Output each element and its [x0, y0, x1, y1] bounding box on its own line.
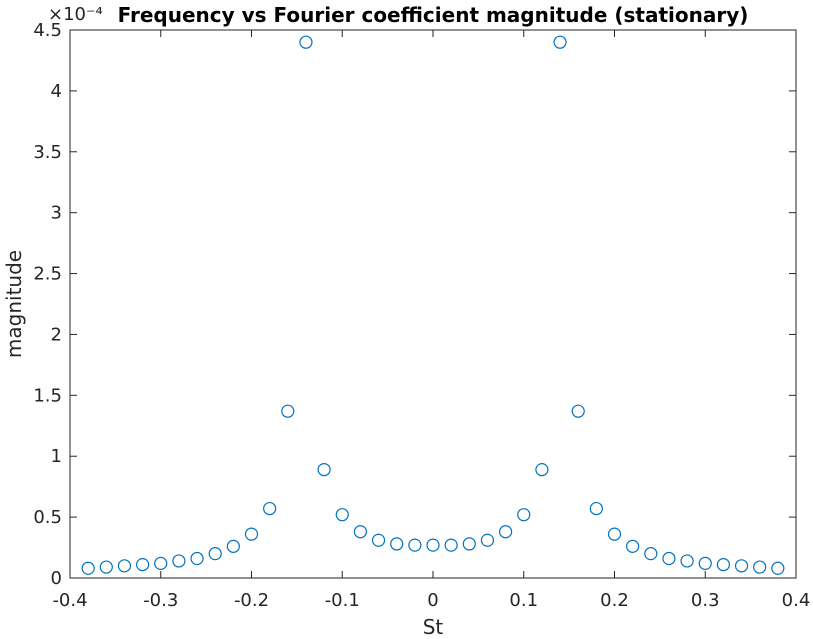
y-tick-label: 1	[51, 446, 62, 467]
x-tick-label: 0.1	[509, 590, 538, 611]
y-tick-label: 2	[51, 324, 62, 345]
data-point	[716, 558, 731, 572]
data-point	[753, 560, 767, 574]
x-tick-label: -0.2	[234, 590, 269, 611]
data-point	[662, 551, 676, 566]
y-axis: 0 0.5 1 1.5 2 2.5 3 3.5 4 4.5	[33, 20, 796, 589]
data-point	[626, 539, 640, 553]
data-point	[499, 525, 513, 539]
y-axis-label: magnitude	[2, 250, 26, 358]
data-point	[444, 538, 458, 552]
data-point	[226, 539, 240, 553]
data-point	[244, 527, 259, 541]
data-point	[190, 551, 204, 566]
data-point	[371, 533, 386, 547]
y-exponent-label: ×10⁻⁴	[48, 4, 103, 25]
data-point	[426, 538, 440, 552]
x-tick-label: 0.2	[600, 590, 629, 611]
data-point	[136, 558, 150, 572]
data-point	[335, 508, 349, 522]
y-tick-label: 4.5	[33, 20, 62, 41]
x-tick-label: 0.4	[782, 590, 811, 611]
x-tick-label: 0	[427, 590, 438, 611]
data-point	[317, 463, 331, 477]
x-axis: -0.4 -0.3 -0.2 -0.1 0 0.1 0.2 0.3 0.4	[52, 30, 810, 611]
y-tick-label: 3	[51, 203, 62, 224]
data-point	[408, 538, 422, 552]
data-point	[517, 508, 531, 522]
x-tick-label: -0.3	[143, 590, 178, 611]
data-point	[535, 463, 549, 477]
data-points	[81, 35, 785, 575]
data-point	[172, 554, 186, 568]
data-point	[480, 533, 495, 547]
data-point	[607, 527, 622, 541]
data-point	[263, 501, 277, 516]
x-tick-label: -0.4	[52, 590, 87, 611]
x-tick-label: -0.1	[325, 590, 360, 611]
data-point	[771, 561, 785, 575]
data-point	[117, 559, 132, 573]
data-point	[390, 537, 404, 551]
data-point	[462, 537, 476, 551]
chart-title: Frequency vs Fourier coefficient magnitu…	[118, 3, 749, 27]
data-point	[281, 404, 295, 418]
plot-area	[69, 29, 797, 579]
data-point	[571, 404, 585, 418]
x-tick-label: 0.3	[691, 590, 720, 611]
y-tick-label: 2.5	[33, 264, 62, 285]
data-point	[81, 561, 95, 575]
x-axis-label: St	[423, 615, 444, 639]
y-tick-label: 1.5	[33, 385, 62, 406]
data-point	[680, 554, 694, 568]
y-tick-label: 0	[51, 568, 62, 589]
data-point	[99, 560, 113, 574]
data-point	[644, 547, 658, 561]
data-point	[589, 501, 603, 516]
data-point	[734, 559, 749, 573]
data-point	[208, 547, 222, 561]
y-tick-label: 4	[51, 81, 62, 102]
data-point	[154, 556, 168, 570]
data-point	[553, 35, 567, 49]
y-tick-label: 0.5	[33, 507, 62, 528]
y-tick-label: 3.5	[33, 142, 62, 163]
data-point	[353, 525, 367, 539]
data-point	[299, 35, 313, 49]
data-point	[698, 556, 712, 570]
